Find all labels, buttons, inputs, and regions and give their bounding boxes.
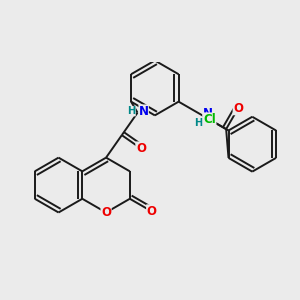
- Text: N: N: [203, 107, 213, 120]
- Text: H: H: [194, 118, 202, 128]
- Text: O: O: [233, 102, 243, 115]
- Text: N: N: [139, 105, 148, 118]
- Text: Cl: Cl: [203, 113, 216, 126]
- Text: H: H: [127, 106, 136, 116]
- Text: O: O: [147, 205, 157, 218]
- Text: O: O: [136, 142, 146, 155]
- Text: O: O: [101, 206, 111, 219]
